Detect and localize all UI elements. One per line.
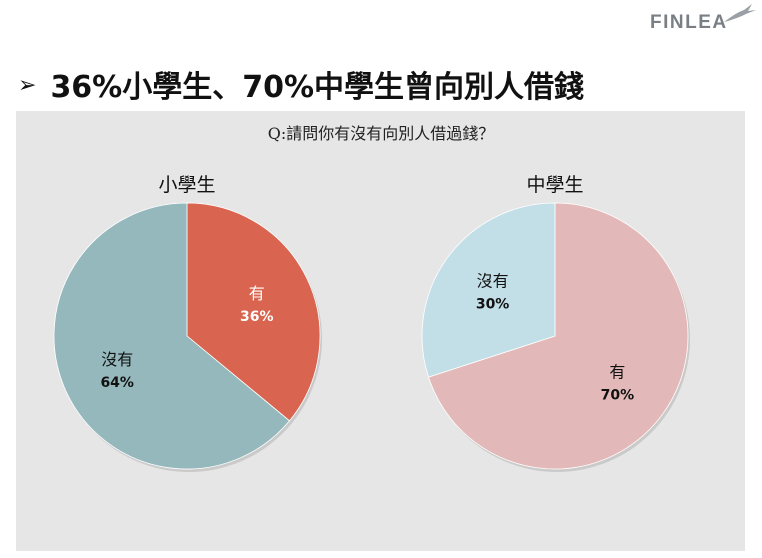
slice-value-secondary-0: 70%: [601, 387, 635, 403]
slice-value-secondary-1: 30%: [476, 297, 510, 313]
survey-question: Q:請問你有沒有向別人借過錢？: [267, 124, 495, 143]
pie-slice-primary-0: [186, 202, 321, 422]
chart-title-secondary: 中學生: [526, 174, 584, 196]
bullet-arrow-icon: ➢: [18, 72, 37, 98]
bird-logo-icon: [724, 4, 756, 22]
slice-value-primary-1: 64%: [100, 375, 134, 391]
slice-value-primary-0: 36%: [240, 309, 274, 325]
title-row: ➢ 36%小學生、70%中學生曾向別人借錢: [18, 62, 584, 106]
slice-label-primary-0: 有: [249, 284, 265, 303]
pie-slice-primary-1: [53, 202, 291, 470]
page-title: 36%小學生、70%中學生曾向別人借錢: [50, 70, 585, 105]
pie-slice-secondary-0: [428, 202, 689, 470]
brand-logo: FINLEA: [650, 12, 728, 33]
slice-label-secondary-0: 有: [609, 362, 625, 381]
chart-title-primary: 小學生: [158, 174, 216, 196]
slice-label-primary-1: 沒有: [101, 350, 133, 369]
slice-label-secondary-1: 沒有: [477, 272, 509, 291]
pie-slice-secondary-1: [421, 202, 556, 378]
